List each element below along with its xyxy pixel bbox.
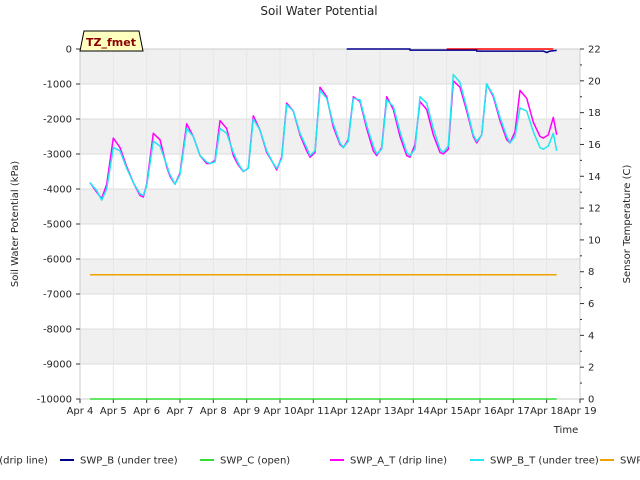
legend-label: SWP_B_T (under tree) [490, 456, 599, 467]
series-line-swp-b-under-tree [346, 48, 557, 54]
background-band [80, 119, 580, 154]
x-tick-label: Apr 9 [233, 406, 260, 417]
x-tick-label: Apr 16 [463, 406, 496, 417]
y2-tick-label: 18 [588, 108, 601, 119]
tz-badge-label: TZ_fmet [86, 36, 136, 49]
y-tick-label: -3000 [43, 150, 72, 161]
y-tick-label: -4000 [43, 185, 72, 196]
y-axis-right-title: Sensor Temperature (C) [622, 165, 633, 284]
y2-tick-label: 10 [588, 235, 601, 246]
x-tick-label: Apr 6 [133, 406, 160, 417]
background-band [80, 224, 580, 259]
tz-badge: TZ_fmet [79, 30, 144, 52]
x-tick-label: Apr 17 [497, 406, 530, 417]
x-tick-label: Apr 8 [200, 406, 227, 417]
y-tick-label: -7000 [43, 290, 72, 301]
background-band [80, 364, 580, 399]
y2-tick-label: 4 [588, 331, 594, 342]
y2-tick-label: 8 [588, 267, 594, 278]
x-tick-label: Apr 7 [167, 406, 194, 417]
y-tick-label: -8000 [43, 325, 72, 336]
background-band [80, 259, 580, 294]
y-axis-left-title: Soil Water Potential (kPa) [10, 161, 21, 287]
chart-title: Soil Water Potential [260, 4, 377, 18]
x-tick-label: Apr 13 [363, 406, 396, 417]
x-tick-label: Apr 15 [430, 406, 463, 417]
x-tick-label: Apr 5 [100, 406, 127, 417]
y-tick-label: -2000 [43, 115, 72, 126]
y-tick-label: -5000 [43, 220, 72, 231]
y2-tick-label: 14 [588, 172, 601, 183]
y-axis-left-ticks: 0 -1000 -2000 -3000 -4000 -5000 -6000 -7000 -800… [37, 45, 80, 406]
y-tick-label: -1000 [43, 80, 72, 91]
y-tick-label: -10000 [37, 395, 72, 406]
background-band [80, 49, 580, 84]
plot-background-bands [80, 49, 580, 399]
x-tick-label: Apr 14 [397, 406, 430, 417]
legend: SWP_A (drip line) SWP_B (under tree) SWP_C… [0, 456, 640, 467]
series-line-swp-b-t-under-tree [89, 73, 558, 201]
x-tick-label: Apr 11 [297, 406, 330, 417]
x-tick-label: Apr 19 [563, 406, 596, 417]
legend-label: SWP_C_T (open) [620, 456, 640, 467]
legend-label: SWP_C (open) [220, 456, 290, 467]
x-tick-label: Apr 4 [67, 406, 94, 417]
y2-tick-label: 12 [588, 204, 601, 215]
legend-label: SWP_B (under tree) [80, 456, 178, 467]
y-tick-label: -6000 [43, 255, 72, 266]
background-band [80, 189, 580, 224]
y2-tick-label: 0 [588, 395, 594, 406]
y-tick-label: 0 [66, 45, 72, 56]
y-axis-right-ticks: 0 2 4 6 8 10 12 14 16 18 20 22 [580, 45, 601, 406]
y2-tick-label: 22 [588, 45, 601, 56]
legend-label: SWP_A (drip line) [0, 456, 48, 467]
background-band [80, 154, 580, 189]
tz-badge-box [79, 30, 144, 52]
background-band [80, 294, 580, 329]
legend-label: SWP_A_T (drip line) [350, 456, 447, 467]
x-tick-label: Apr 18 [530, 406, 563, 417]
series-lines [89, 48, 558, 400]
x-axis-title: Time [553, 425, 578, 436]
x-tick-label: Apr 12 [330, 406, 363, 417]
background-band [80, 329, 580, 364]
y2-tick-label: 2 [588, 363, 594, 374]
y2-tick-label: 6 [588, 299, 594, 310]
y2-tick-label: 16 [588, 140, 601, 151]
x-tick-label: Apr 10 [263, 406, 296, 417]
y-tick-label: -9000 [43, 360, 72, 371]
x-axis-ticks: Apr 4 Apr 5 Apr 6 Apr 7 Apr 8 Apr 9 Apr 10 Apr … [67, 399, 597, 417]
y2-tick-label: 20 [588, 76, 601, 87]
